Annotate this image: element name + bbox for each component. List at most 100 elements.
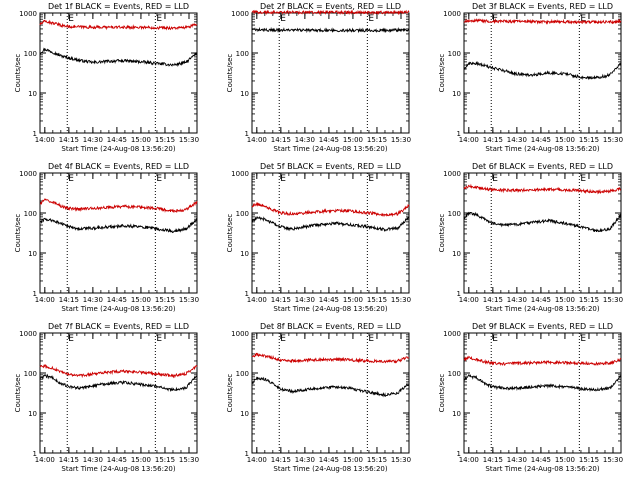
plot-panel: Det 7f BLACK = Events, RED = LLD 1 10 100 10… (14, 322, 199, 473)
y-axis-label: Counts/sec (14, 374, 22, 413)
y-tick-label: 10 (452, 90, 461, 98)
y-tick-label: 1 (33, 450, 37, 458)
x-tick-label: 14:30 (295, 456, 315, 464)
x-tick-label: 15:30 (179, 136, 199, 144)
x-tick-label: 14:15 (483, 136, 503, 144)
y-tick-label: 1 (33, 290, 37, 298)
x-tick-label: 14:30 (83, 296, 103, 304)
x-tick-label: 14:45 (531, 456, 551, 464)
x-tick-label: 14:00 (35, 456, 55, 464)
x-tick-label: 15:30 (391, 456, 411, 464)
plot-title: Det 7f BLACK = Events, RED = LLD (48, 322, 189, 331)
plot-title: Det 4f BLACK = Events, RED = LLD (48, 162, 189, 171)
series-line (251, 26, 410, 34)
plot-panel: Det 3f BLACK = Events, RED = LLD 1 10 100 10… (438, 2, 623, 153)
series-line (463, 61, 622, 81)
x-tick-label: 14:15 (483, 296, 503, 304)
y-tick-label: 1 (33, 130, 37, 138)
time-marker-flag: E (368, 174, 374, 184)
y-tick-label: 1 (245, 130, 249, 138)
x-tick-label: 14:00 (459, 296, 479, 304)
x-tick-label: 15:00 (555, 136, 575, 144)
y-axis-label: Counts/sec (14, 214, 22, 253)
x-tick-label: 15:00 (131, 296, 151, 304)
time-marker-flag: E (68, 174, 74, 184)
x-tick-label: 14:45 (319, 136, 339, 144)
plot-panel: Det 5f BLACK = Events, RED = LLD 1 10 100 10… (226, 162, 411, 313)
plot-panel: Det 8f BLACK = Events, RED = LLD 1 10 100 10… (226, 322, 411, 473)
y-tick-label: 1 (457, 130, 461, 138)
plot-frame (251, 172, 410, 294)
y-tick-label: 1000 (231, 10, 249, 18)
y-tick-label: 100 (448, 50, 461, 58)
y-tick-label: 100 (236, 210, 249, 218)
x-tick-label: 15:15 (155, 136, 175, 144)
x-tick-label: 14:30 (507, 296, 527, 304)
x-tick-label: 15:15 (367, 296, 387, 304)
x-tick-label: 14:45 (107, 136, 127, 144)
x-tick-label: 15:00 (555, 296, 575, 304)
y-tick-label: 1000 (19, 330, 37, 338)
series-line (39, 198, 198, 214)
plot-frame (39, 172, 198, 294)
y-tick-label: 1000 (443, 170, 461, 178)
y-tick-label: 1 (245, 290, 249, 298)
x-tick-label: 15:15 (367, 456, 387, 464)
x-axis-label: Start Time (24-Aug-08 13:56:20) (61, 305, 175, 313)
x-tick-label: 14:00 (35, 136, 55, 144)
time-marker-flag: E (368, 334, 374, 344)
y-tick-label: 10 (452, 250, 461, 258)
x-tick-label: 15:30 (603, 296, 623, 304)
x-tick-label: 14:15 (59, 136, 79, 144)
plot-panel: Det 6f BLACK = Events, RED = LLD 1 10 100 10… (438, 162, 623, 313)
x-tick-label: 14:45 (319, 296, 339, 304)
series-line (39, 217, 198, 234)
x-axis-label: Start Time (24-Aug-08 13:56:20) (485, 305, 599, 313)
plot-frame (463, 332, 622, 454)
time-marker-flag: E (280, 14, 286, 24)
series-line (463, 373, 622, 392)
x-tick-label: 15:00 (343, 136, 363, 144)
x-tick-label: 15:15 (155, 296, 175, 304)
x-tick-label: 14:45 (531, 136, 551, 144)
y-tick-label: 1000 (19, 10, 37, 18)
series-line (39, 47, 198, 68)
y-tick-label: 10 (240, 410, 249, 418)
series-line (39, 364, 198, 379)
y-tick-label: 1000 (231, 330, 249, 338)
y-axis-label: Counts/sec (438, 54, 446, 93)
plot-frame (251, 332, 410, 454)
plot-panel: Det 2f BLACK = Events, RED = LLD 1 10 100 10… (226, 2, 411, 153)
x-tick-label: 14:45 (531, 296, 551, 304)
x-tick-label: 15:30 (179, 456, 199, 464)
series-line (251, 376, 410, 398)
plot-title: Det 8f BLACK = Events, RED = LLD (260, 322, 401, 331)
x-tick-label: 14:00 (247, 136, 267, 144)
plot-frame (463, 172, 622, 294)
series-line (463, 355, 622, 367)
x-tick-label: 15:15 (155, 456, 175, 464)
y-tick-label: 10 (240, 250, 249, 258)
time-marker-flag: E (580, 334, 586, 344)
time-marker-flag: E (280, 334, 286, 344)
x-tick-label: 15:00 (343, 296, 363, 304)
x-axis-label: Start Time (24-Aug-08 13:56:20) (61, 465, 175, 473)
y-tick-label: 10 (28, 250, 37, 258)
time-marker-flag: E (280, 174, 286, 184)
x-tick-label: 14:00 (247, 296, 267, 304)
y-axis-label: Counts/sec (438, 214, 446, 253)
time-marker-flag: E (368, 14, 374, 24)
time-marker-flag: E (580, 14, 586, 24)
time-marker-flag: E (68, 14, 74, 24)
x-tick-label: 14:00 (459, 136, 479, 144)
y-axis-label: Counts/sec (226, 214, 234, 253)
series-line (251, 9, 410, 16)
x-axis-label: Start Time (24-Aug-08 13:56:20) (273, 465, 387, 473)
y-tick-label: 100 (24, 210, 37, 218)
x-tick-label: 14:15 (59, 456, 79, 464)
time-marker-flag: E (580, 174, 586, 184)
x-tick-label: 15:30 (391, 136, 411, 144)
x-tick-label: 14:30 (295, 296, 315, 304)
x-tick-label: 15:15 (367, 136, 387, 144)
x-tick-label: 15:00 (131, 136, 151, 144)
